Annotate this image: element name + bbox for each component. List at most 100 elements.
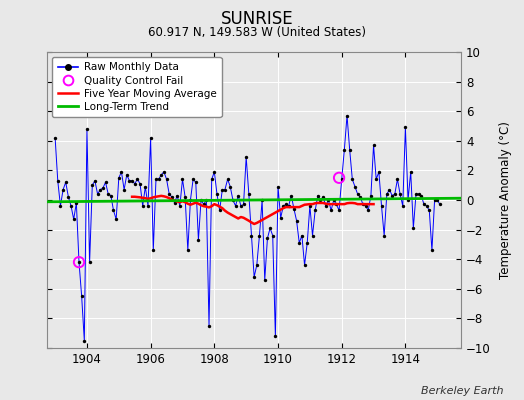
Point — [385, 186, 394, 193]
Point — [364, 207, 373, 214]
Point — [359, 201, 367, 208]
Point — [412, 191, 420, 197]
Point — [208, 176, 216, 182]
Point — [351, 184, 359, 190]
Point — [247, 232, 256, 239]
Point — [123, 172, 131, 178]
Point — [186, 197, 194, 203]
Point — [128, 178, 136, 184]
Point — [83, 126, 91, 132]
Point — [234, 192, 243, 199]
Point — [337, 176, 346, 182]
Point — [250, 274, 258, 280]
Point — [64, 194, 73, 200]
Point — [85, 259, 94, 265]
Point — [428, 247, 436, 254]
Point — [383, 191, 391, 197]
Point — [80, 337, 89, 344]
Point — [173, 192, 181, 199]
Point — [417, 192, 425, 199]
Text: SUNRISE: SUNRISE — [221, 10, 293, 28]
Point — [420, 201, 428, 208]
Text: Berkeley Earth: Berkeley Earth — [421, 386, 503, 396]
Point — [433, 197, 441, 203]
Point — [332, 201, 341, 208]
Point — [316, 197, 325, 203]
Point — [91, 178, 99, 184]
Point — [277, 214, 285, 221]
Point — [399, 203, 407, 209]
Point — [300, 262, 309, 268]
Point — [401, 124, 410, 131]
Point — [430, 197, 439, 203]
Point — [96, 186, 104, 193]
Point — [130, 180, 139, 187]
Point — [253, 262, 261, 268]
Point — [53, 178, 62, 184]
Point — [311, 207, 319, 214]
Point — [67, 203, 75, 209]
Point — [354, 191, 362, 197]
Point — [319, 194, 328, 200]
Point — [327, 207, 335, 214]
Point — [107, 192, 115, 199]
Point — [414, 191, 423, 197]
Point — [274, 184, 282, 190]
Point — [149, 247, 158, 254]
Point — [305, 203, 314, 209]
Point — [242, 154, 250, 160]
Point — [390, 191, 399, 197]
Point — [112, 216, 121, 222]
Point — [404, 197, 412, 203]
Point — [372, 176, 380, 182]
Point — [356, 194, 365, 200]
Point — [88, 182, 96, 188]
Point — [228, 197, 237, 203]
Point — [133, 176, 141, 182]
Point — [435, 201, 444, 208]
Point — [255, 232, 264, 239]
Point — [138, 203, 147, 209]
Point — [70, 216, 78, 222]
Point — [314, 192, 322, 199]
Point — [181, 194, 189, 200]
Point — [165, 191, 173, 197]
Point — [340, 146, 348, 153]
Point — [183, 247, 192, 254]
Point — [285, 203, 293, 209]
Point — [61, 179, 70, 186]
Point — [393, 176, 401, 182]
Point — [409, 225, 418, 231]
Point — [388, 192, 396, 199]
Point — [263, 235, 271, 242]
Point — [268, 232, 277, 239]
Point — [422, 203, 431, 209]
Point — [176, 203, 184, 209]
Point — [322, 203, 330, 209]
Point — [51, 135, 59, 141]
Point — [218, 186, 226, 193]
Point — [110, 207, 118, 214]
Point — [147, 135, 155, 141]
Point — [258, 197, 266, 203]
Point — [308, 232, 316, 239]
Point — [380, 232, 388, 239]
Point — [141, 184, 149, 190]
Point — [117, 169, 126, 175]
Point — [335, 174, 343, 181]
Point — [104, 191, 112, 197]
Point — [292, 218, 301, 224]
Point — [56, 203, 64, 209]
Point — [75, 259, 83, 265]
Text: 60.917 N, 149.583 W (United States): 60.917 N, 149.583 W (United States) — [148, 26, 366, 39]
Point — [290, 206, 298, 212]
Point — [120, 186, 128, 193]
Point — [345, 146, 354, 153]
Point — [271, 333, 280, 339]
Point — [245, 191, 253, 197]
Point — [189, 176, 198, 182]
Point — [160, 169, 168, 175]
Point — [99, 185, 107, 191]
Point — [226, 184, 234, 190]
Point — [287, 192, 296, 199]
